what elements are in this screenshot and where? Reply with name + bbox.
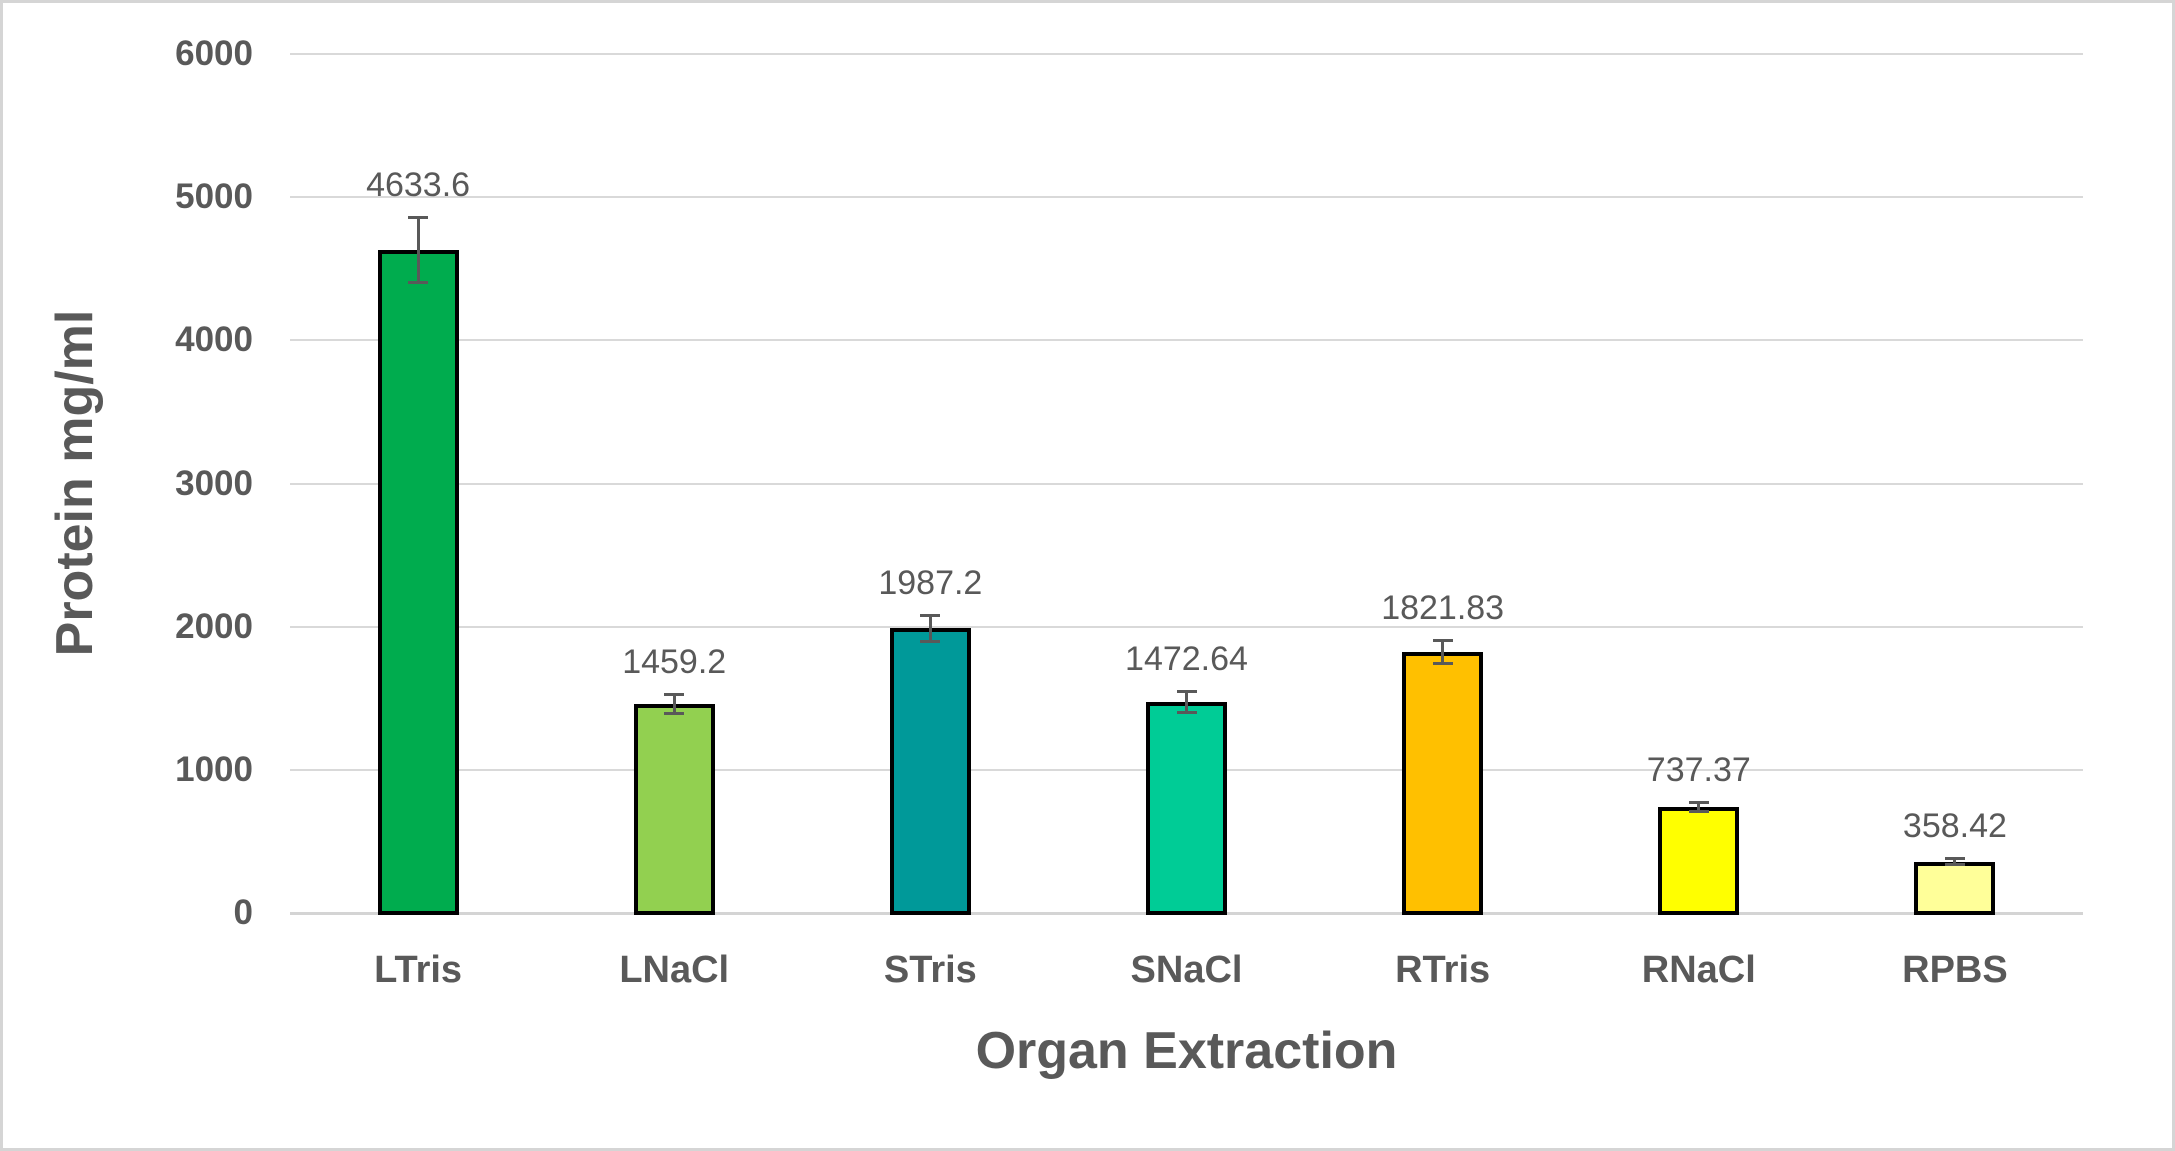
error-bar-cap-bottom-RNaCl	[1688, 810, 1709, 814]
category-label-STris: STris	[883, 949, 977, 991]
error-bar-line-LTris	[416, 216, 420, 283]
error-bar-line-RNaCl	[1697, 802, 1701, 813]
data-label-STris: 1987.2	[878, 563, 983, 602]
error-bar-line-STris	[928, 614, 932, 643]
error-bar-cap-bottom-SNaCl	[1176, 710, 1197, 714]
category-label-LNaCl: LNaCl	[619, 949, 730, 991]
error-bar-cap-top-LTris	[408, 215, 429, 219]
error-bar-cap-top-RNaCl	[1688, 801, 1709, 805]
category-label-RNaCl: RNaCl	[1641, 949, 1756, 991]
error-bar-cap-top-SNaCl	[1176, 690, 1197, 694]
error-bar-cap-bottom-RPBS	[1944, 863, 1965, 867]
data-label-RPBS: 358.42	[1902, 807, 2007, 846]
data-label-RTris: 1821.83	[1381, 589, 1505, 627]
data-label-LNaCl: 1459.2	[622, 643, 727, 682]
bar-RPBS	[1914, 861, 1996, 915]
y-tick-label: 5000	[175, 177, 253, 217]
data-label-SNaCl: 1472.64	[1125, 640, 1248, 679]
category-label-RPBS: RPBS	[1902, 949, 2008, 991]
bar-RTris	[1402, 652, 1484, 915]
x-axis-title: Organ Extraction	[975, 1022, 1398, 1080]
error-bar-cap-top-RTris	[1432, 639, 1453, 642]
y-tick-label: 3000	[175, 463, 253, 503]
error-bar-line-SNaCl	[1185, 691, 1188, 713]
error-bar-cap-bottom-STris	[920, 640, 941, 644]
y-tick-label: 1000	[175, 749, 253, 789]
data-label-RNaCl: 737.37	[1646, 751, 1751, 790]
error-bar-cap-bottom-LNaCl	[664, 712, 685, 716]
error-bar-cap-top-STris	[920, 613, 941, 617]
bar-SNaCl	[1146, 702, 1227, 915]
error-bar-cap-bottom-LTris	[408, 280, 429, 284]
bar-STris	[889, 628, 971, 915]
category-label-RTris: RTris	[1395, 949, 1491, 991]
error-bar-line-LNaCl	[672, 694, 676, 715]
error-bar-cap-bottom-RTris	[1432, 662, 1453, 666]
error-bar-line-RPBS	[1953, 858, 1957, 866]
y-tick-label: 4000	[175, 320, 253, 360]
category-label-LTris: LTris	[374, 949, 463, 991]
category-label-SNaCl: SNaCl	[1130, 949, 1243, 991]
bar-LTris	[377, 249, 459, 915]
gridline-3000	[290, 482, 2083, 485]
y-tick-label: 0	[233, 893, 253, 932]
gridline-5000	[290, 196, 2083, 199]
gridline-2000	[290, 625, 2083, 628]
error-bar-cap-top-LNaCl	[664, 693, 685, 697]
gridline-4000	[290, 339, 2083, 342]
data-label-LTris: 4633.6	[366, 165, 471, 204]
bar-RNaCl	[1658, 807, 1740, 915]
bar-LNaCl	[633, 704, 715, 915]
error-bar-cap-top-RPBS	[1944, 857, 1965, 861]
gridline-6000	[290, 53, 2083, 55]
y-tick-label: 2000	[175, 606, 253, 646]
y-tick-label: 6000	[175, 34, 253, 73]
error-bar-line-RTris	[1441, 640, 1445, 665]
